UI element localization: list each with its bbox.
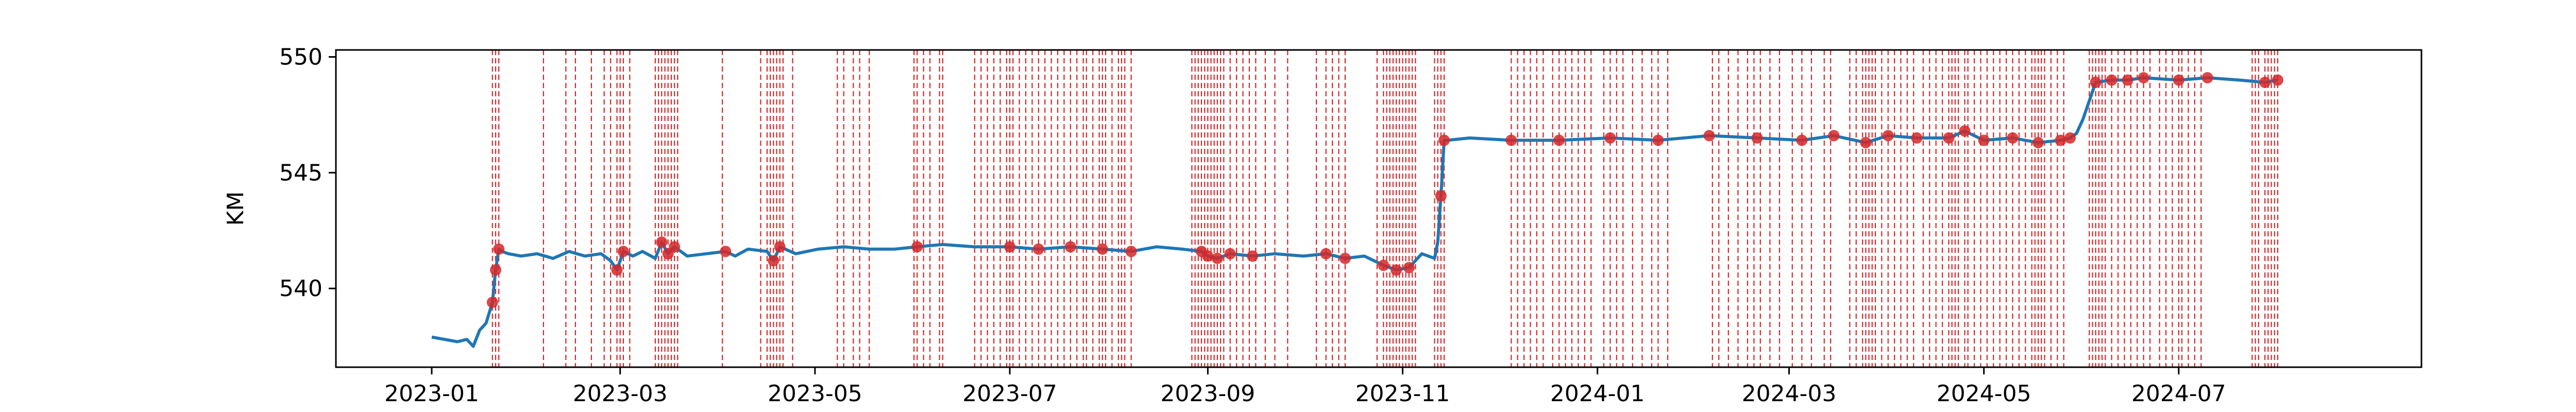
anomaly-point: [1828, 130, 1840, 142]
anomaly-point: [1125, 246, 1137, 258]
y-tick-label: 540: [279, 276, 323, 302]
x-tick-label: 2023-03: [573, 381, 668, 407]
anomaly-points: [486, 72, 2283, 308]
anomaly-point: [1339, 252, 1351, 264]
anomaly-point: [911, 241, 923, 253]
x-tick-label: 2023-07: [962, 381, 1057, 407]
anomaly-point: [1247, 250, 1259, 262]
x-tick-label: 2024-07: [2131, 381, 2226, 407]
anomaly-point: [656, 236, 668, 248]
anomaly-point: [1403, 262, 1415, 273]
anomaly-point: [1004, 241, 1015, 253]
anomaly-point: [1211, 252, 1223, 264]
series-line: [431, 76, 2278, 348]
anomaly-point: [2032, 136, 2044, 148]
anomaly-point: [1032, 243, 1044, 255]
anomaly-point: [617, 246, 629, 258]
anomaly-point: [669, 241, 681, 253]
anomaly-point: [1703, 130, 1715, 142]
anomaly-point: [1435, 190, 1447, 202]
y-tick-label: 545: [279, 160, 323, 186]
anomaly-point: [1096, 243, 1108, 255]
anomaly-point: [2173, 74, 2184, 86]
anomaly-point: [1604, 132, 1616, 144]
x-tick-label: 2024-03: [1742, 381, 1837, 407]
anomaly-point: [1911, 132, 1923, 144]
anomaly-point: [1882, 130, 1894, 142]
anomaly-point: [2106, 74, 2117, 86]
anomaly-point: [774, 241, 786, 253]
anomaly-point: [611, 264, 623, 276]
plot-frame: [335, 49, 2422, 368]
anomaly-point: [1064, 241, 1076, 253]
x-axis: 2023-01 2023-03 2023-05 2023-07 2023-09 2023-…: [384, 367, 2226, 407]
anomaly-point: [1751, 132, 1763, 144]
x-tick-label: 2023-11: [1355, 381, 1450, 407]
anomaly-point: [493, 243, 505, 255]
anomaly-point: [2272, 74, 2283, 86]
anomaly-point: [1553, 134, 1565, 146]
x-tick-label: 2023-01: [384, 381, 479, 407]
x-tick-label: 2023-09: [1160, 381, 1255, 407]
anomaly-point: [1943, 132, 1955, 144]
anomaly-point: [2090, 76, 2102, 88]
y-axis-label: KM: [223, 192, 249, 226]
anomaly-point: [1652, 134, 1664, 146]
anomaly-lines: [492, 50, 2279, 367]
anomaly-point: [1320, 248, 1332, 260]
anomaly-point: [2201, 72, 2213, 83]
anomaly-point: [1860, 136, 1872, 148]
anomaly-point: [720, 246, 732, 258]
y-axis: 540 545 550: [279, 44, 336, 302]
anomaly-point: [1224, 248, 1236, 260]
anomaly-point: [2055, 134, 2066, 146]
anomaly-point: [2007, 132, 2019, 144]
anomaly-point: [1505, 134, 1517, 146]
anomaly-point: [2259, 76, 2271, 88]
anomaly-point: [490, 264, 501, 276]
anomaly-point: [768, 255, 779, 267]
anomaly-point: [486, 297, 498, 308]
anomaly-point: [1796, 134, 1808, 146]
anomaly-point: [2122, 74, 2133, 86]
anomaly-point: [1391, 264, 1402, 276]
y-tick-label: 550: [279, 44, 323, 70]
anomaly-point: [2138, 72, 2149, 83]
anomaly-point: [1438, 134, 1450, 146]
series: [431, 76, 2278, 348]
anomaly-point: [1959, 125, 1971, 137]
anomaly-point: [1978, 134, 1990, 146]
anomaly-point: [1378, 260, 1389, 271]
anomaly-point: [2064, 132, 2076, 144]
anomaly-point: [1202, 250, 1214, 262]
x-tick-label: 2023-05: [768, 381, 862, 407]
x-tick-label: 2024-05: [1937, 381, 2031, 407]
x-tick-label: 2024-01: [1550, 381, 1645, 407]
